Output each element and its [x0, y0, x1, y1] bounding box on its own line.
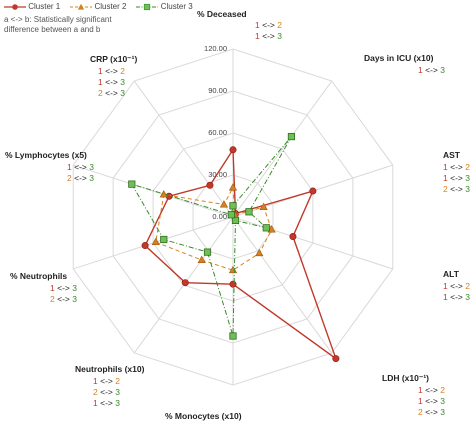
series-1-point-2 — [309, 187, 317, 195]
axis-label-2: AST — [443, 150, 460, 160]
comparison-row: 1 <-> 3 — [418, 396, 445, 406]
series-1-point-0 — [229, 146, 237, 154]
comparison-row: 1 <-> 2 — [418, 385, 445, 395]
axis-label-0: % Deceased — [197, 9, 247, 19]
legend: Cluster 1 Cluster 2 Cluster 3 — [4, 2, 203, 11]
series-2-point-7 — [151, 237, 160, 245]
legend-item-2: Cluster 2 — [70, 2, 126, 11]
spoke-9 — [133, 80, 234, 218]
tick-label: 60.00 — [208, 128, 227, 137]
series-line-3 — [130, 136, 292, 337]
series-1-point-9 — [206, 181, 214, 189]
comparison-row: 1 <-> 2 — [255, 20, 282, 30]
series-3-point-7 — [160, 235, 168, 244]
series-3-point-3 — [262, 224, 270, 232]
comparison-list-1: 1 <-> 3 — [418, 65, 445, 76]
comparison-row: 1 <-> 3 — [93, 398, 120, 408]
series-3-point-4 — [231, 216, 240, 224]
legend-label: Cluster 3 — [158, 2, 193, 11]
comparison-row: 2 <-> 3 — [50, 294, 77, 304]
series-2-point-6 — [197, 255, 206, 263]
significance-note: a <-> b: Statistically significant diffe… — [4, 15, 164, 35]
legend-label: Cluster 2 — [92, 2, 127, 11]
series-2-point-8 — [159, 190, 168, 198]
spoke-1 — [232, 80, 333, 218]
comparison-row: 2 <-> 3 — [443, 184, 470, 194]
series-1-point-5 — [229, 280, 237, 288]
comparison-row: 1 <-> 2 — [443, 281, 470, 291]
spoke-4 — [232, 216, 333, 354]
axis-label-6: Neutrophils (x10) — [75, 364, 145, 374]
comparison-row: 2 <-> 3 — [93, 387, 120, 397]
tick-label: 90.00 — [208, 86, 227, 95]
series-1-point-3 — [289, 232, 297, 240]
comparison-row: 1 <-> 2 — [93, 376, 120, 386]
axis-label-1: Days in ICU (x10) — [364, 53, 434, 63]
comparison-row: 1 <-> 2 — [443, 162, 470, 172]
series-2-point-4 — [255, 248, 264, 257]
comparison-row: 1 <-> 3 — [443, 292, 470, 302]
axis-label-8: % Lymphocytes (x5) — [5, 150, 87, 160]
comparison-row: 1 <-> 3 — [443, 173, 470, 183]
series-2-point-0 — [228, 183, 238, 191]
axis-label-7: % Neutrophils — [10, 271, 68, 281]
legend-item-3: Cluster 3 — [136, 2, 193, 11]
axis-label-4: LDH (x10⁻¹) — [382, 373, 429, 383]
legend-label: Cluster 1 — [26, 2, 61, 11]
series-3-point-9 — [227, 211, 235, 219]
series-1-point-6 — [181, 279, 189, 287]
series-line-1 — [144, 149, 338, 361]
axis-label-9: CRP (x10⁻¹) — [90, 54, 138, 64]
comparison-row: 2 <-> 3 — [67, 173, 94, 183]
legend-item-1: Cluster 1 — [4, 2, 60, 11]
comparison-row: 1 <-> 3 — [98, 77, 125, 87]
series-1-point-7 — [141, 242, 149, 250]
comparison-row: 2 <-> 3 — [418, 407, 445, 417]
series-3-point-6 — [203, 248, 212, 256]
axis-label-3: ALT — [443, 269, 459, 279]
series-3-point-1 — [287, 132, 296, 141]
tick-label: 120.00 — [204, 44, 227, 53]
series-2-point-9 — [219, 200, 229, 208]
comparison-row: 1 <-> 2 — [98, 66, 125, 76]
spoke-3 — [232, 216, 393, 270]
tick-label: 30.00 — [208, 170, 227, 179]
series-3-point-0 — [229, 202, 237, 210]
comparison-row: 1 <-> 3 — [67, 162, 94, 172]
note-line-2: difference between a and b — [4, 25, 101, 34]
series-3-point-8 — [128, 180, 136, 188]
axis-label-5: % Monocytes (x10) — [165, 411, 242, 421]
series-3-point-2 — [245, 208, 253, 216]
comparison-row: 1 <-> 3 — [50, 283, 77, 293]
series-3-point-5 — [229, 332, 237, 340]
tick-label: 0.00 — [212, 212, 227, 221]
comparison-row: 1 <-> 3 — [255, 31, 282, 41]
series-1-point-4 — [332, 355, 340, 363]
series-2-point-2 — [259, 202, 268, 210]
comparison-row: 2 <-> 3 — [98, 88, 125, 98]
comparison-row: 1 <-> 3 — [418, 65, 445, 75]
series-line-2 — [155, 187, 273, 271]
note-line-1: a <-> b: Statistically significant — [4, 15, 112, 24]
